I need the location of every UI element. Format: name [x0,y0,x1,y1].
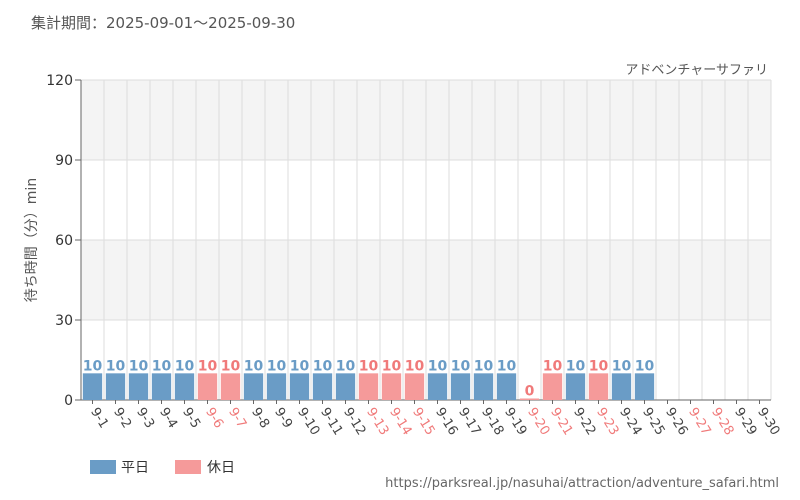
x-tick-label: 9-2 [110,405,134,431]
plot-area: 0306090120109-1109-2109-3109-4109-5109-6… [46,73,782,438]
bar [450,373,471,400]
bar [289,373,310,400]
data-label: 10 [543,358,563,374]
bar [266,373,287,400]
x-tick-label: 9-10 [294,405,322,438]
data-label: 10 [336,358,356,374]
bar [519,398,540,400]
bar [358,373,379,400]
bar [174,373,195,400]
x-tick-label: 9-20 [524,405,552,438]
x-tick-label: 9-16 [432,405,460,438]
data-label: 10 [382,358,402,374]
data-label: 10 [221,358,241,374]
bar [197,373,218,400]
y-tick-label: 0 [64,393,73,409]
x-tick-label: 9-23 [593,405,621,438]
x-tick-label: 9-5 [179,405,203,431]
bar [634,373,655,400]
x-tick-label: 9-9 [271,405,295,431]
bar [335,373,356,400]
data-label: 10 [267,358,287,374]
x-tick-label: 9-12 [340,405,368,438]
bar [220,373,241,400]
x-tick-label: 9-4 [156,405,180,431]
bar [243,373,264,400]
data-label: 10 [244,358,264,374]
legend: 平日 休日 [90,460,235,476]
data-label: 10 [497,358,517,374]
x-tick-label: 9-17 [455,405,483,438]
x-tick-label: 9-8 [248,405,272,431]
bar [473,373,494,400]
bar [565,373,586,400]
x-tick-label: 9-29 [731,405,759,438]
bar [588,373,609,400]
data-label: 10 [152,358,172,374]
bar [105,373,126,400]
data-label: 10 [635,358,655,374]
legend-weekday-label: 平日 [121,460,149,476]
data-label: 10 [313,358,333,374]
bar [496,373,517,400]
data-label: 0 [525,384,535,400]
x-tick-label: 9-13 [363,405,391,438]
x-tick-label: 9-21 [547,405,575,438]
bar [427,373,448,400]
x-tick-label: 9-26 [662,405,690,438]
x-tick-label: 9-7 [225,405,249,431]
bar [128,373,149,400]
bar [82,373,103,400]
x-tick-label: 9-30 [754,405,782,438]
chart-subtitle: アドベンチャーサファリ [625,63,768,78]
x-tick-label: 9-24 [616,405,644,438]
bar [542,373,563,400]
x-tick-label: 9-1 [87,405,111,431]
x-tick-label: 9-25 [639,405,667,438]
x-tick-label: 9-11 [317,405,345,438]
data-label: 10 [405,358,425,374]
data-label: 10 [129,358,149,374]
bar [404,373,425,400]
bar [611,373,632,400]
data-label: 10 [290,358,310,374]
data-label: 10 [589,358,609,374]
data-label: 10 [474,358,494,374]
legend-weekday-swatch [90,460,116,474]
x-tick-label: 9-3 [133,405,157,431]
legend-holiday-swatch [175,460,201,474]
x-tick-label: 9-22 [570,405,598,438]
data-label: 10 [612,358,632,374]
bar [312,373,333,400]
data-label: 10 [83,358,103,374]
period-label: 集計期間：2025-09-01～2025-09-30 [31,14,295,32]
y-tick-label: 60 [55,233,73,249]
y-tick-label: 120 [46,73,73,89]
data-label: 10 [566,358,586,374]
y-axis-label: 待ち時間（分）min [24,178,40,302]
data-label: 10 [198,358,218,374]
data-label: 10 [451,358,471,374]
x-tick-label: 9-6 [202,405,226,431]
data-label: 10 [359,358,379,374]
x-tick-label: 9-19 [501,405,529,438]
y-tick-label: 30 [55,313,73,329]
data-label: 10 [175,358,195,374]
y-tick-label: 90 [55,153,73,169]
x-tick-label: 9-27 [685,405,713,438]
legend-holiday-label: 休日 [207,460,235,476]
data-label: 10 [106,358,126,374]
x-tick-label: 9-14 [386,405,414,438]
bar [381,373,402,400]
x-tick-label: 9-15 [409,405,437,438]
bar [151,373,172,400]
source-url: https://parksreal.jp/nasuhai/attraction/… [385,476,779,491]
data-label: 10 [428,358,448,374]
x-tick-label: 9-28 [708,405,736,438]
x-tick-label: 9-18 [478,405,506,438]
